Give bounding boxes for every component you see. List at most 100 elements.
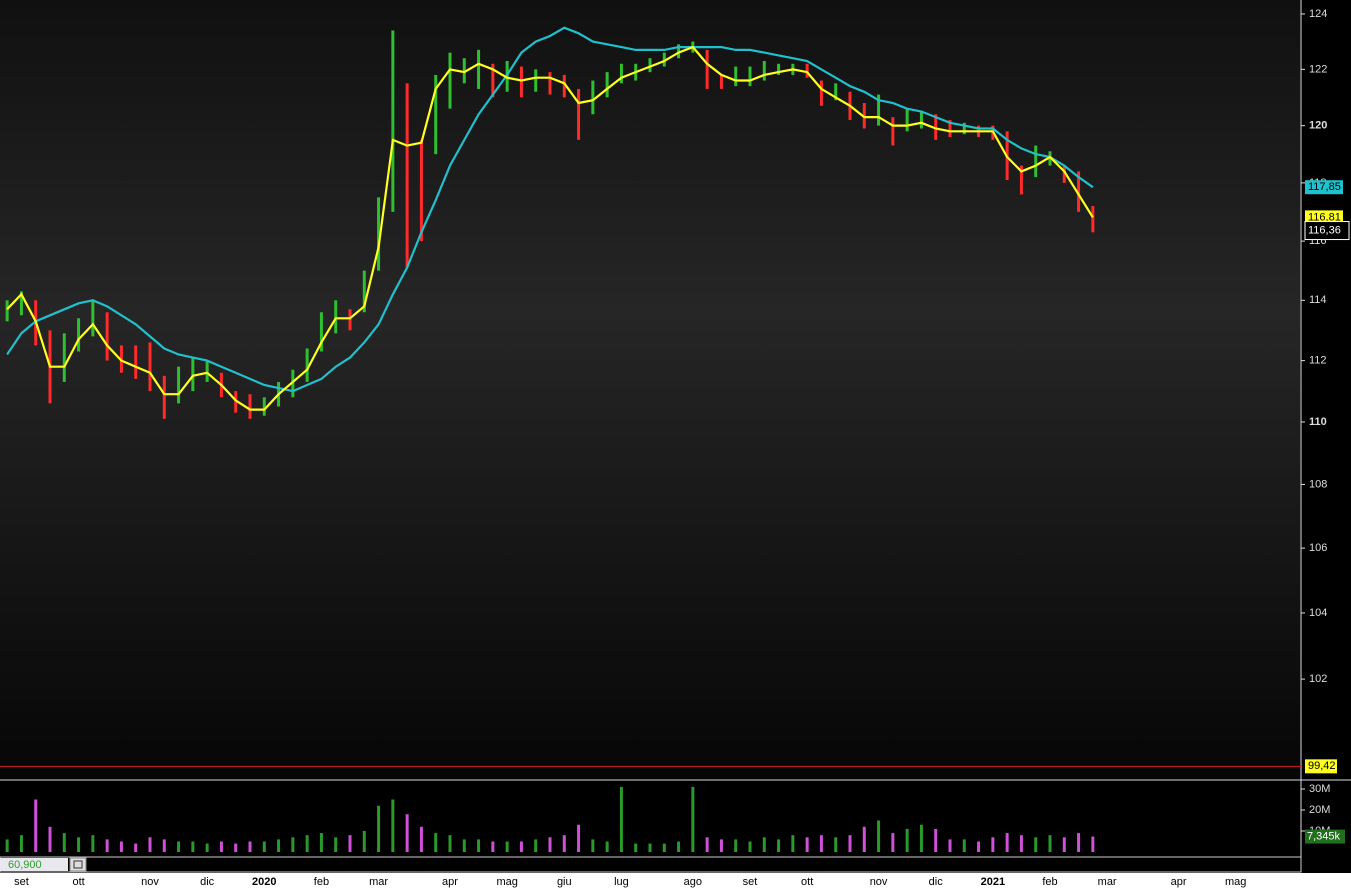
- volume-bar: [862, 826, 866, 852]
- info-value: 60,900: [8, 859, 42, 871]
- y-tick-label: 114: [1309, 294, 1327, 306]
- moving-average: [6, 45, 1094, 411]
- volume-bar: [377, 805, 381, 852]
- volume-bar: [334, 837, 338, 852]
- price-pane: [0, 0, 1300, 779]
- volume-bar: [591, 839, 595, 852]
- volume-bar: [419, 826, 423, 852]
- volume-bar: [262, 841, 266, 852]
- volume-bar: [205, 843, 209, 852]
- volume-bar: [77, 837, 81, 852]
- x-tick-label: 2021: [981, 876, 1005, 888]
- y-tick-label: 104: [1309, 607, 1327, 619]
- x-tick-label: feb: [314, 876, 329, 888]
- volume-bar: [634, 843, 638, 852]
- volume-bar: [48, 826, 52, 852]
- volume-bar: [777, 839, 781, 852]
- volume-bar: [148, 837, 152, 852]
- volume-bar: [762, 837, 766, 852]
- volume-bar: [934, 828, 938, 852]
- volume-bar: [505, 841, 509, 852]
- x-tick-label: mar: [369, 876, 388, 888]
- x-tick-label: ott: [801, 876, 813, 888]
- x-tick-label: feb: [1042, 876, 1057, 888]
- volume-bar: [662, 843, 666, 852]
- x-tick-label: ago: [684, 876, 702, 888]
- volume-bar: [991, 837, 995, 852]
- volume-bar: [834, 837, 838, 852]
- volume-bar: [691, 786, 695, 852]
- volume-bar: [62, 833, 66, 852]
- volume-bar: [34, 799, 38, 852]
- price-tag: [1305, 210, 1343, 225]
- y-tick-label: 122: [1309, 63, 1327, 75]
- volume-tick-label: 20M: [1309, 804, 1330, 816]
- volume-bar: [1019, 835, 1023, 852]
- volume-bar: [448, 835, 452, 852]
- x-tick-label: apr: [1171, 876, 1187, 888]
- volume-bar: [491, 841, 495, 852]
- volume-bar: [819, 835, 823, 852]
- x-tick-label: mar: [1098, 876, 1117, 888]
- volume-bar: [391, 799, 395, 852]
- volume-bar: [462, 839, 466, 852]
- volume-bar: [105, 839, 109, 852]
- volume-bar: [977, 841, 981, 852]
- volume-bar: [19, 835, 23, 852]
- y-tick-label: 102: [1309, 673, 1327, 685]
- y-tick-label: 112: [1309, 354, 1327, 366]
- volume-bar: [5, 839, 9, 852]
- window-button[interactable]: [69, 857, 87, 872]
- volume-bar: [648, 843, 652, 852]
- volume-bar: [619, 786, 623, 852]
- volume-tag: [1305, 829, 1345, 844]
- price-tag-label: 116,36: [1308, 224, 1341, 236]
- volume-bar: [162, 839, 166, 852]
- x-tick-label: dic: [929, 876, 944, 888]
- volume-bar: [805, 837, 809, 852]
- volume-bar: [791, 835, 795, 852]
- volume-bar: [234, 843, 238, 852]
- status-strip: [0, 856, 1302, 873]
- volume-bar: [877, 820, 881, 852]
- volume-bar: [919, 824, 923, 852]
- volume-bar: [1034, 837, 1038, 852]
- volume-bar: [748, 841, 752, 852]
- volume-bar: [905, 828, 909, 852]
- volume-bar: [119, 841, 123, 852]
- volume-bar: [291, 837, 295, 852]
- volume-bar: [891, 833, 895, 852]
- volume-bar: [248, 841, 252, 852]
- y-tick-label: 120: [1309, 120, 1327, 132]
- price-tag-label: 117,85: [1308, 181, 1341, 193]
- volume-bar: [1005, 833, 1009, 852]
- volume-bar: [219, 841, 223, 852]
- volume-bar: [719, 839, 723, 852]
- volume-bar: [734, 839, 738, 852]
- price-tag-label: 116,81: [1308, 211, 1341, 223]
- x-tick-label: mag: [1225, 876, 1246, 888]
- x-tick-label: 2020: [252, 876, 276, 888]
- volume-bar: [577, 824, 581, 852]
- x-tick-label: nov: [141, 876, 159, 888]
- volume-bar: [191, 841, 195, 852]
- volume-bar: [91, 835, 95, 852]
- volume-bar: [562, 835, 566, 852]
- volume-tag-label: 7,345k: [1307, 830, 1341, 842]
- price-tag: [1304, 221, 1350, 241]
- volume-bar: [134, 843, 138, 852]
- window-icon: [73, 860, 83, 869]
- volume-bar: [177, 841, 181, 852]
- x-tick-label: ott: [72, 876, 84, 888]
- volume-bar: [1077, 833, 1081, 852]
- x-tick-label: set: [14, 876, 29, 888]
- volume-tick-label: 30M: [1309, 783, 1330, 795]
- volume-bar: [277, 839, 281, 852]
- x-tick-label: lug: [614, 876, 629, 888]
- x-tick-label: set: [743, 876, 758, 888]
- moving-average: [6, 26, 1094, 393]
- x-tick-label: giu: [557, 876, 572, 888]
- y-tick-label: 106: [1309, 542, 1327, 554]
- volume-bar: [348, 835, 352, 852]
